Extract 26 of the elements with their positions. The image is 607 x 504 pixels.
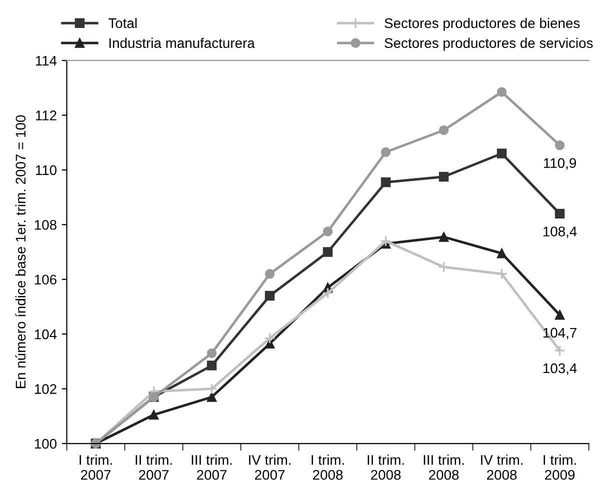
x-tick-label: II trim. 2008 bbox=[368, 454, 404, 480]
y-tick-label: 114 bbox=[36, 56, 57, 66]
x-tick-label: IV trim. 2007 bbox=[249, 454, 290, 480]
legend-label: Industria manufacturera bbox=[109, 38, 255, 48]
x-tick-label: III trim. 2007 bbox=[192, 454, 232, 480]
y-tick-label: 108 bbox=[34, 220, 56, 230]
y-tick-label: 102 bbox=[34, 384, 56, 394]
data-label: 103,4 bbox=[543, 363, 577, 375]
data-label: 110,9 bbox=[544, 158, 576, 170]
x-tick-label: III trim. 2008 bbox=[424, 454, 464, 480]
data-label: 104,7 bbox=[543, 328, 576, 340]
x-tick-label: II trim. 2007 bbox=[136, 454, 172, 480]
y-tick-label: 112 bbox=[36, 110, 56, 120]
y-tick-label: 104 bbox=[34, 329, 57, 340]
x-tick-label: I trim. 2008 bbox=[312, 454, 344, 480]
data-label: 108,4 bbox=[543, 226, 577, 238]
x-tick-label: I trim. 2007 bbox=[80, 454, 112, 480]
y-tick-label: 110 bbox=[36, 165, 57, 176]
y-tick-label: 100 bbox=[34, 438, 57, 449]
legend-label: Total bbox=[108, 18, 137, 28]
x-tick-label: I trim. 2009 bbox=[544, 454, 576, 480]
y-tick-label: 106 bbox=[34, 274, 56, 285]
y-axis-title: En número índice base 1er. trim. 2007 = 100 bbox=[15, 115, 26, 388]
legend-label: Sectores productores de servicios bbox=[384, 38, 593, 51]
legend-label: Sectores productores de bienes bbox=[384, 18, 580, 31]
x-tick-label: IV trim. 2008 bbox=[481, 454, 523, 480]
